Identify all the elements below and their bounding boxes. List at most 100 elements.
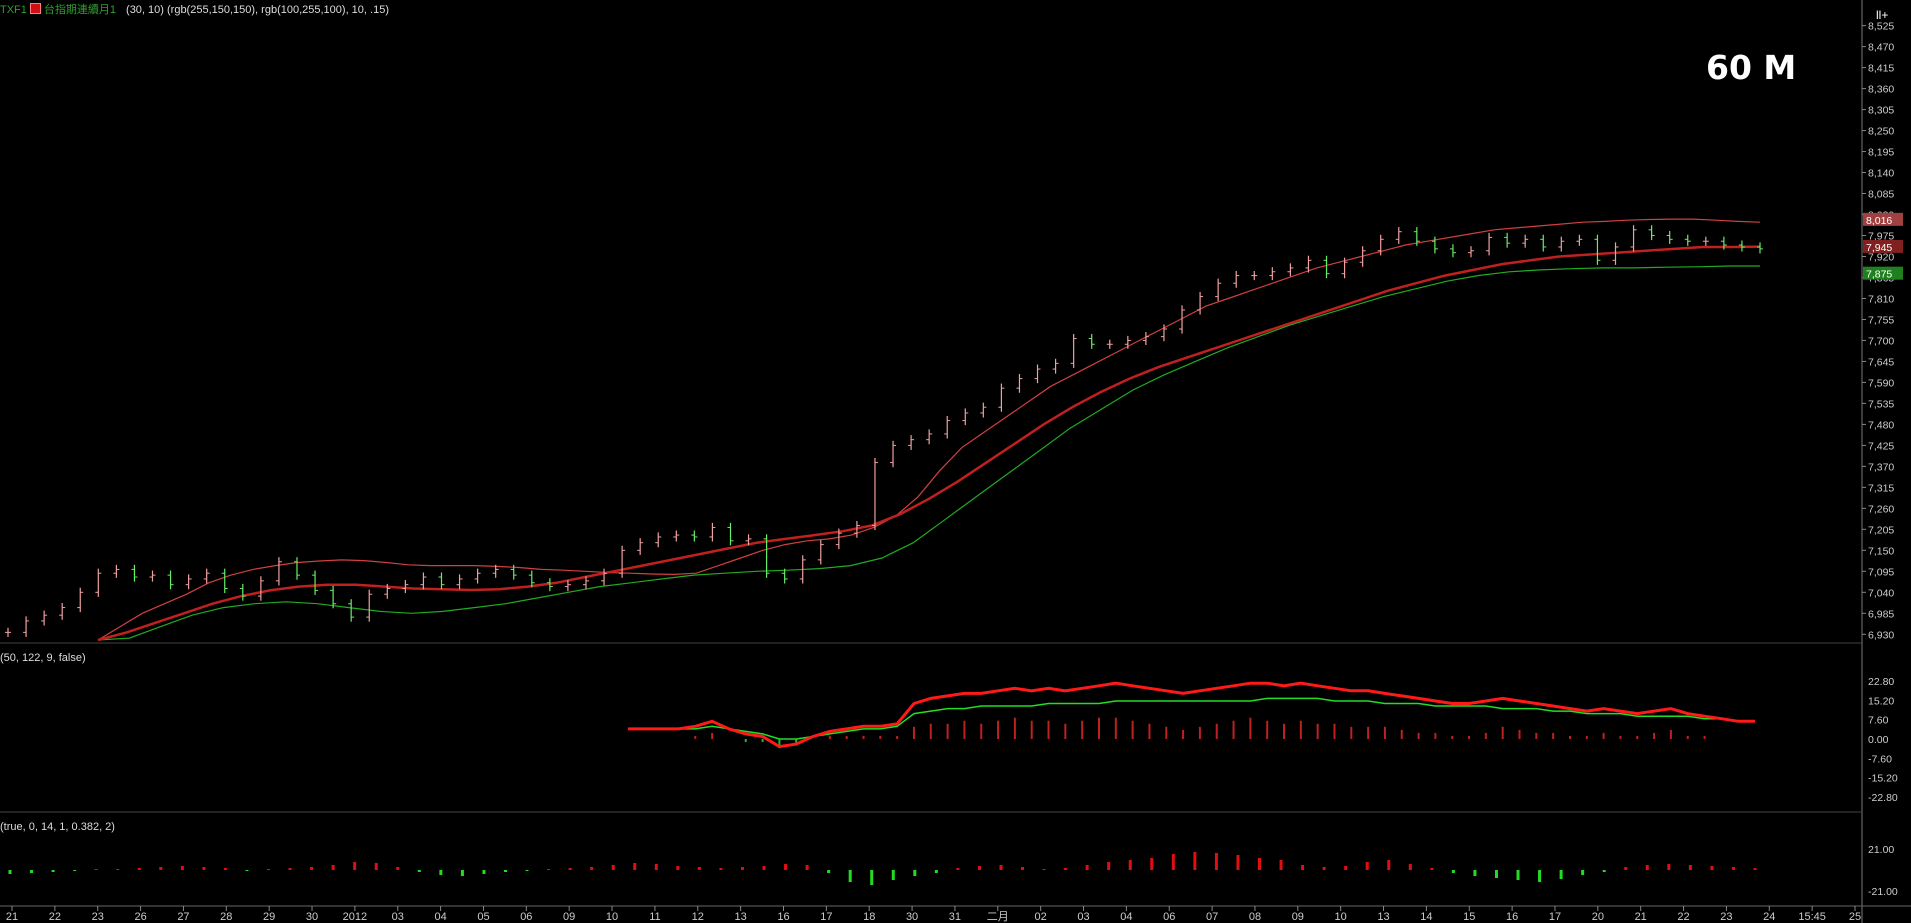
indicator-params: (30, 10) (rgb(255,150,150), rgb(100,255,… <box>126 4 389 16</box>
x-tick-label: 16 <box>777 911 789 923</box>
y-tick-label: 7,425 <box>1868 440 1894 452</box>
y-tick-label: 7,700 <box>1868 335 1894 347</box>
x-tick-label: 03 <box>392 911 404 923</box>
series-name[interactable]: 台指期連續月1 <box>43 4 117 16</box>
signal-line <box>628 697 1755 740</box>
y-tick-label: 7,150 <box>1868 545 1894 557</box>
x-tick-label: 10 <box>606 911 618 923</box>
y-tick-label: 7,040 <box>1868 587 1894 599</box>
macd-y-label: 7.60 <box>1868 715 1889 727</box>
x-tick-label: 06 <box>1163 911 1175 923</box>
macd-y-label: 0.00 <box>1868 734 1889 746</box>
mid-band-line <box>97 245 1761 642</box>
price-tag <box>1863 266 1903 280</box>
panel-menu-button[interactable]: ll+ <box>1876 8 1889 22</box>
x-tick-label: 14 <box>1420 911 1432 923</box>
x-tick-label: 13 <box>735 911 747 923</box>
osc-y-label: 21.00 <box>1868 844 1894 856</box>
series-color-icon[interactable] <box>29 3 41 14</box>
timeframe-label: 60 M <box>1706 48 1797 87</box>
y-tick-label: 7,920 <box>1868 251 1894 263</box>
macd-y-label: -15.20 <box>1868 773 1898 785</box>
x-tick-label: 21 <box>1635 911 1647 923</box>
x-tick-label: 20 <box>1592 911 1604 923</box>
x-tick-label: 10 <box>1335 911 1347 923</box>
x-tick-label: 21 <box>6 911 18 923</box>
upper-band-line <box>97 218 1761 641</box>
x-tick-label: 25 <box>1849 911 1861 923</box>
x-tick-label: 30 <box>906 911 918 923</box>
lower-band-line <box>97 265 1760 641</box>
x-tick-label: 31 <box>949 911 961 923</box>
y-tick-label: 7,975 <box>1868 231 1894 243</box>
y-tick-label: 8,415 <box>1868 63 1894 75</box>
x-tick-label: 09 <box>563 911 575 923</box>
x-tick-label: 22 <box>1677 911 1689 923</box>
y-tick-label: 8,305 <box>1868 105 1894 117</box>
x-tick-label: 12 <box>692 911 704 923</box>
oscillator-panel-params: (true, 0, 14, 1, 0.382, 2) <box>0 821 115 833</box>
y-tick-label: 8,525 <box>1868 21 1894 33</box>
x-tick-label: 28 <box>220 911 232 923</box>
chart-header: TXF1 台指期連續月1 (30, 10) (rgb(255,150,150), r… <box>0 1 389 17</box>
x-tick-label: 05 <box>477 911 489 923</box>
y-tick-label: 8,360 <box>1868 84 1894 96</box>
x-tick-label: 13 <box>1377 911 1389 923</box>
x-tick-label: 17 <box>1549 911 1561 923</box>
x-tick-label: 30 <box>306 911 318 923</box>
y-tick-label: 8,140 <box>1868 168 1894 180</box>
x-tick-label: 22 <box>49 911 61 923</box>
x-tick-label: 04 <box>434 911 446 923</box>
price-tag-label: 7,875 <box>1866 269 1892 281</box>
macd-y-label: -22.80 <box>1868 792 1898 804</box>
x-tick-label: 08 <box>1249 911 1261 923</box>
x-tick-label: 07 <box>1206 911 1218 923</box>
x-tick-label: 18 <box>863 911 875 923</box>
macd-y-label: -7.60 <box>1868 753 1892 765</box>
y-tick-label: 7,535 <box>1868 398 1894 410</box>
macd-y-label: 22.80 <box>1868 676 1894 688</box>
x-tick-label: 15:45 <box>1798 911 1826 923</box>
y-tick-label: 7,205 <box>1868 524 1894 536</box>
y-tick-label: 8,250 <box>1868 126 1894 138</box>
macd-y-label: 15.20 <box>1868 695 1894 707</box>
osc-y-label: -21.00 <box>1868 886 1898 898</box>
x-tick-label: 06 <box>520 911 532 923</box>
y-tick-label: 6,985 <box>1868 608 1894 620</box>
price-tag <box>1863 239 1903 253</box>
y-tick-label: 7,480 <box>1868 419 1894 431</box>
y-tick-label: 7,370 <box>1868 461 1894 473</box>
x-tick-label: 11 <box>649 911 660 923</box>
y-tick-label: 7,645 <box>1868 356 1894 368</box>
x-tick-label: 二月 <box>987 911 1009 923</box>
x-tick-label: 23 <box>92 911 104 923</box>
symbol-label[interactable]: TXF1 <box>0 4 27 16</box>
x-tick-label: 16 <box>1506 911 1518 923</box>
x-tick-label: 09 <box>1292 911 1304 923</box>
x-tick-label: 23 <box>1720 911 1732 923</box>
macd-line <box>628 681 1755 749</box>
x-tick-label: 29 <box>263 911 275 923</box>
y-tick-label: 8,085 <box>1868 189 1894 201</box>
y-tick-label: 7,590 <box>1868 377 1894 389</box>
x-tick-label: 24 <box>1763 911 1775 923</box>
y-tick-label: 7,315 <box>1868 482 1894 494</box>
price-tag-label: 8,016 <box>1866 215 1892 227</box>
y-tick-label: 7,260 <box>1868 503 1894 515</box>
y-tick-label: 8,470 <box>1868 42 1894 54</box>
x-tick-label: 15 <box>1463 911 1475 923</box>
y-tick-label: 7,810 <box>1868 293 1894 305</box>
y-tick-label: 7,095 <box>1868 566 1894 578</box>
macd-panel-params: (50, 122, 9, false) <box>0 652 86 664</box>
price-tag <box>1863 212 1903 226</box>
y-tick-label: 8,195 <box>1868 147 1894 159</box>
y-tick-label: 6,930 <box>1868 629 1894 641</box>
x-tick-label: 27 <box>177 911 189 923</box>
x-tick-label: 03 <box>1077 911 1089 923</box>
y-tick-label: 7,755 <box>1868 314 1894 326</box>
x-tick-label: 04 <box>1120 911 1132 923</box>
x-tick-label: 2012 <box>343 911 367 923</box>
x-tick-label: 17 <box>820 911 832 923</box>
x-tick-label: 26 <box>134 911 146 923</box>
